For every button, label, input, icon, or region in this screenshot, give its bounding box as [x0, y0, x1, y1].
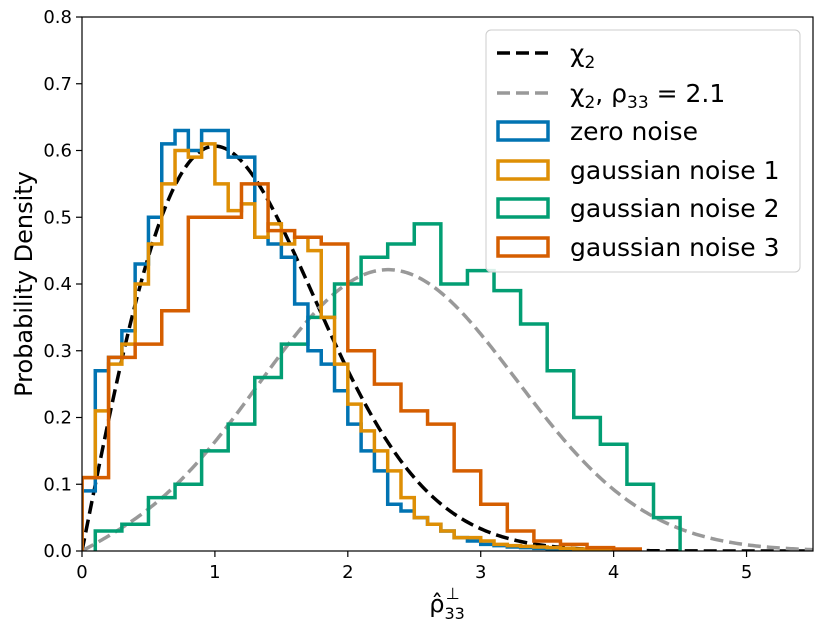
legend-box [485, 29, 801, 273]
y-tick-label: 0.4 [43, 274, 72, 295]
histogram-gaussian-noise-3 [82, 182, 642, 551]
legend-label-main: χ [570, 39, 584, 68]
legend-label-gaussian-noise-3: gaussian noise 3 [570, 233, 780, 262]
legend-patch-zero-noise [496, 120, 550, 142]
legend-patch-gaussian-noise-3 [496, 236, 550, 258]
chi2-shifted-curve [82, 267, 813, 551]
x-axis-label-sup: ⊥ [446, 584, 460, 603]
histogram-gaussian-noise-1 [82, 142, 616, 551]
histogram-gaussian-noise-2 [93, 222, 682, 551]
x-tick-label: 1 [209, 562, 220, 583]
y-tick-label: 0.2 [43, 408, 72, 429]
legend-label-curve-0: χ2 [570, 39, 595, 73]
y-axis-ticks: 0.0 0.1 0.2 0.3 0.4 0.5 0.6 0.7 0.8 [43, 7, 82, 562]
legend-label-rest-sub: 33 [627, 93, 649, 113]
histogram-layer [82, 128, 682, 551]
legend-label-zero-noise: zero noise [570, 117, 698, 146]
legend-label-gaussian-noise-1: gaussian noise 1 [570, 156, 780, 185]
x-tick-label: 2 [342, 562, 353, 583]
legend-label-tail: = 2.1 [649, 79, 726, 108]
y-tick-label: 0.6 [43, 141, 72, 162]
y-tick-label: 0.7 [43, 74, 72, 95]
y-tick-label: 0.5 [43, 207, 72, 228]
x-tick-label: 5 [741, 562, 752, 583]
x-axis-label-sub: 33 [444, 604, 464, 623]
x-tick-label: 4 [608, 562, 619, 583]
x-tick-label: 3 [475, 562, 486, 583]
legend-label-sub: 2 [584, 53, 595, 73]
y-tick-label: 0.8 [43, 7, 72, 28]
x-axis-ticks: 0 1 2 3 4 5 [76, 551, 752, 583]
legend-patch-gaussian-noise-2 [496, 197, 550, 219]
x-axis-label-main: ρ̂ [429, 590, 444, 618]
y-tick-label: 0.3 [43, 341, 72, 362]
y-tick-label: 0.1 [43, 474, 72, 495]
legend-label-main: χ [570, 79, 584, 108]
legend-patch-gaussian-noise-1 [496, 159, 550, 181]
y-axis-label: Probability Density [10, 171, 38, 397]
y-tick-label: 0.0 [43, 541, 72, 562]
legend-label-curve-1: χ2, ρ33 = 2.1 [570, 79, 725, 113]
x-axis-label: ρ̂33⊥ [429, 584, 465, 623]
x-tick-label: 0 [76, 562, 87, 583]
legend-label-sub: 2 [584, 93, 595, 113]
legend-label-gaussian-noise-2: gaussian noise 2 [570, 194, 780, 223]
legend-label-rest: , ρ [595, 79, 627, 108]
